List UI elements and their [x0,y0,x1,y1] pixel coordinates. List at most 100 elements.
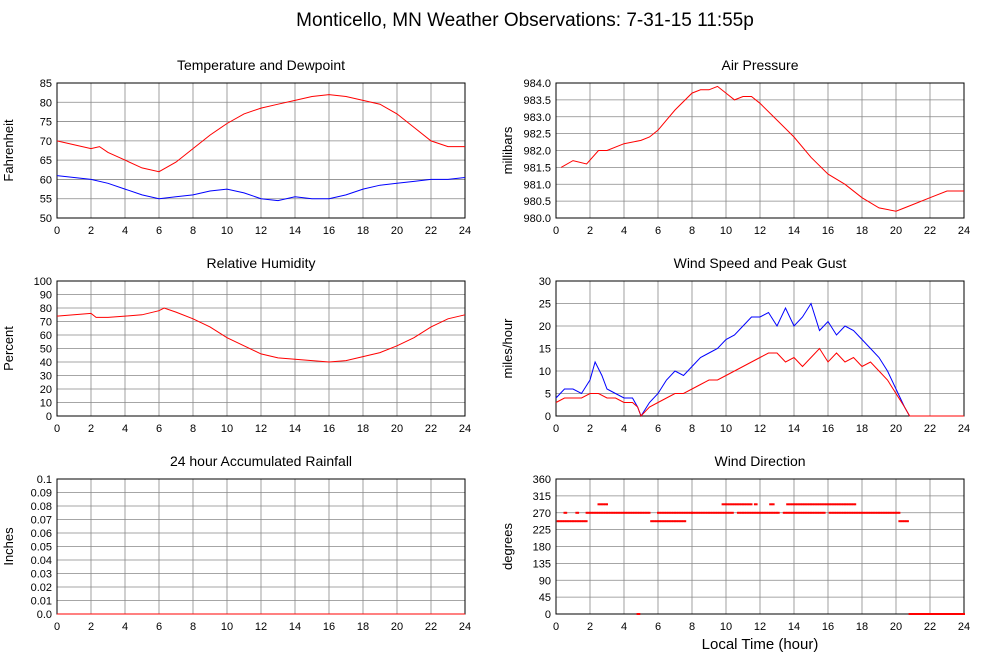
x-tick-label: 20 [890,621,902,633]
y-tick-label: 984.0 [523,78,551,90]
direction-point [837,503,840,506]
direction-point [803,511,806,514]
x-tick-label: 16 [323,423,335,435]
direction-point [692,511,695,514]
direction-point [668,511,671,514]
direction-point [900,520,903,523]
figure-title: Monticello, MN Weather Observations: 7-3… [296,10,754,31]
direction-point [776,511,778,514]
direction-point [845,511,848,514]
direction-point [651,520,654,523]
y-tick-label: 70 [40,317,52,329]
direction-point [934,613,937,615]
direction-point [633,511,636,514]
direction-point [675,511,678,514]
direction-point [745,511,748,514]
direction-point [828,503,831,506]
direction-point [898,511,901,514]
y-tick-label: 65 [40,155,52,167]
direction-point [609,511,612,514]
direction-point [735,503,738,506]
direction-point [643,511,646,514]
y-tick-label: 100 [34,276,52,288]
direction-point [755,503,758,506]
direction-point [617,511,620,514]
x-tick-label: 6 [655,621,661,633]
x-tick-label: 14 [788,225,800,237]
direction-point [572,520,574,523]
direction-point [772,503,775,506]
x-tick-label: 20 [890,225,902,237]
direction-point [614,511,617,514]
direction-point [699,511,702,514]
direction-point [820,511,823,514]
direction-point [662,511,665,514]
direction-point [850,503,853,506]
y-tick-label: 85 [40,78,52,90]
y-tick-label: 15 [539,344,551,356]
direction-point [629,511,632,514]
direction-point [855,511,858,514]
direction-point [765,511,768,514]
direction-point [867,511,870,514]
x-tick-label: 24 [958,621,970,633]
direction-point [796,511,799,514]
direction-point [770,511,773,514]
direction-point [832,511,835,514]
rain-title: 24 hour Accumulated Rainfall [170,453,352,469]
direction-point [640,511,642,514]
direction-point [801,511,804,514]
x-tick-label: 18 [856,225,868,237]
direction-point [777,511,780,514]
direction-point [823,511,826,514]
direction-point [679,520,682,523]
direction-point [628,511,631,514]
x-tick-label: 2 [587,225,593,237]
direction-point [849,503,852,506]
direction-point [736,503,739,506]
direction-point [733,503,736,506]
direction-point [844,503,846,506]
direction-point [725,511,727,514]
humidity-title: Relative Humidity [207,255,316,271]
direction-point [810,511,812,514]
x-tick-label: 16 [323,225,335,237]
wind-frame [555,280,965,417]
direction-point [560,520,563,523]
direction-point [740,511,743,514]
direction-point [883,511,886,514]
direction-point [606,503,608,506]
x-tick-label: 2 [88,423,94,435]
direction-point [852,511,855,514]
direction-point [811,503,814,506]
humidity-frame [56,280,466,417]
y-tick-label: 30 [40,371,52,383]
direction-point [723,503,726,506]
y-tick-label: 983.0 [523,112,551,124]
x-tick-label: 0 [54,225,60,237]
direction-point [621,511,624,514]
direction-point [696,511,699,514]
direction-point [804,503,807,506]
direction-point [648,511,651,514]
direction-point [556,520,559,523]
direction-point [694,511,697,514]
x-tick-label: 12 [754,225,766,237]
y-tick-label: 80 [40,303,52,315]
direction-point [755,511,758,514]
direction-point [677,511,680,514]
direction-point [842,503,845,506]
x-tick-label: 12 [255,423,267,435]
x-tick-label: 4 [122,423,128,435]
direction-point [961,613,964,615]
direction-point [847,511,850,514]
x-tick-label: 22 [924,423,936,435]
x-tick-label: 0 [553,621,559,633]
direction-point [876,511,879,514]
direction-point [604,511,607,514]
direction-point [842,511,845,514]
direction-point [725,503,727,506]
y-tick-label: 0.01 [31,596,52,608]
